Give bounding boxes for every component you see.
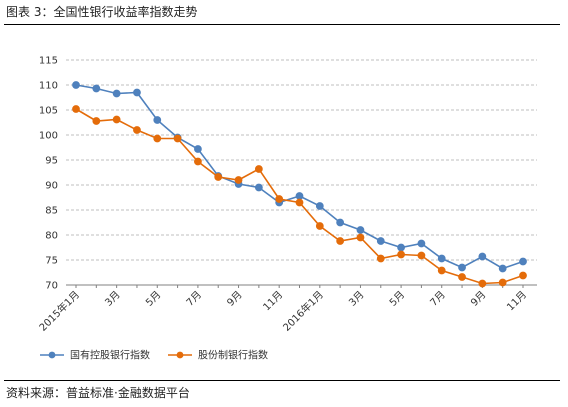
data-point <box>214 173 223 181</box>
data-point <box>295 192 304 200</box>
x-tick-label: 5月 <box>387 289 407 309</box>
y-tick-label: 75 <box>45 256 58 267</box>
data-point <box>194 157 202 166</box>
bottom-rule <box>4 380 560 381</box>
x-tick-label: 11月 <box>261 289 286 314</box>
data-point <box>437 266 446 275</box>
x-axis <box>66 284 537 288</box>
x-tick-label: 3月 <box>103 289 123 309</box>
y-tick-label: 85 <box>45 206 58 217</box>
data-point <box>376 254 385 263</box>
data-point <box>498 278 507 287</box>
data-point <box>458 273 466 281</box>
data-point <box>376 237 385 245</box>
y-tick-label: 115 <box>39 56 58 67</box>
data-point <box>112 89 121 98</box>
legend: 国有控股银行指数 股份制银行指数 <box>40 349 268 362</box>
y-tick-label: 110 <box>39 81 58 92</box>
y-tick-label: 80 <box>45 231 58 242</box>
data-point <box>356 226 365 234</box>
y-tick-label: 95 <box>45 156 58 167</box>
data-point <box>133 88 141 97</box>
data-point <box>417 251 426 260</box>
x-tick-label: 7月 <box>428 289 448 309</box>
series-group <box>72 81 527 288</box>
y-axis-ticks: 70 75 80 85 90 95 100 105 110 115 <box>39 56 58 292</box>
data-point <box>112 115 121 124</box>
data-point <box>417 239 426 248</box>
x-tick-label: 7月 <box>184 289 204 309</box>
data-point <box>72 81 80 89</box>
data-point <box>295 198 304 207</box>
data-point <box>315 222 324 230</box>
data-point <box>519 257 527 266</box>
data-point <box>275 195 284 203</box>
x-tick-label: 5月 <box>143 289 163 309</box>
data-point <box>234 176 243 184</box>
data-point <box>254 183 263 192</box>
legend-label: 股份制银行指数 <box>198 349 268 362</box>
data-point <box>72 105 80 113</box>
data-point <box>397 243 405 252</box>
data-point <box>92 117 101 125</box>
legend-marker <box>48 351 56 359</box>
x-tick-label: 9月 <box>468 289 488 309</box>
data-point <box>478 252 487 261</box>
y-tick-label: 105 <box>39 106 58 117</box>
y-tick-label: 70 <box>45 281 58 292</box>
data-point <box>173 134 182 143</box>
data-point <box>153 116 162 124</box>
data-point <box>315 202 324 210</box>
top-rule <box>4 24 560 25</box>
data-point <box>92 84 101 93</box>
figure-title: 图表 3：全国性银行收益率指数走势 <box>6 5 198 19</box>
data-point <box>153 134 162 143</box>
data-point <box>458 263 466 272</box>
data-point <box>498 264 507 273</box>
data-point <box>254 165 263 173</box>
x-tick-label: 11月 <box>505 289 530 314</box>
y-tick-label: 90 <box>45 181 58 192</box>
legend-marker <box>176 351 184 359</box>
grid-lines <box>66 59 537 261</box>
data-point <box>397 250 405 259</box>
data-point <box>336 237 345 245</box>
data-point <box>356 233 365 242</box>
data-point <box>437 254 446 263</box>
x-tick-label: 3月 <box>347 289 367 309</box>
data-point <box>336 218 345 227</box>
data-point <box>133 126 141 134</box>
data-point <box>478 279 487 288</box>
x-tick-label: 2016年1月 <box>280 288 326 334</box>
data-point <box>194 145 202 153</box>
y-tick-label: 100 <box>39 131 58 142</box>
x-tick-label: 9月 <box>225 289 245 309</box>
x-tick-label: 2015年1月 <box>36 288 82 334</box>
legend-label: 国有控股银行指数 <box>70 349 150 362</box>
data-point <box>519 271 527 280</box>
series-line-0 <box>75 84 524 270</box>
source-note: 资料来源：普益标准·金融数据平台 <box>6 386 190 400</box>
